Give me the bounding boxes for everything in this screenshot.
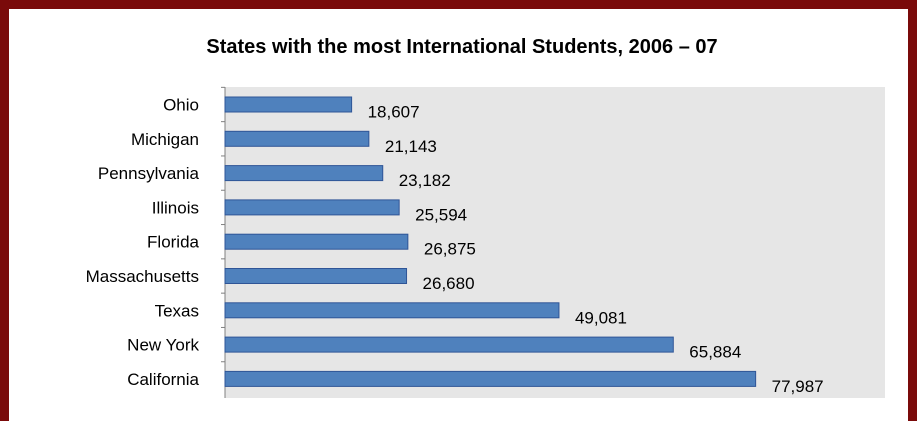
category-label: California [127,370,199,389]
data-label: 26,875 [424,240,476,259]
bar [224,96,353,113]
category-label: New York [127,336,199,355]
category-label: Illinois [152,198,199,217]
data-label: 25,594 [415,205,467,224]
category-label: Michigan [131,130,199,149]
category-label: Pennsylvania [98,164,200,183]
bars: Ohio 18,607 Michigan 21,143 Pennsylvania 23,1… [86,86,824,396]
data-label: 21,143 [385,137,437,156]
bar [224,336,674,353]
category-label: Ohio [163,96,199,115]
category-label: Texas [155,301,199,320]
data-label: 77,987 [772,377,824,396]
category-label: Massachusetts [86,267,199,286]
bar [224,233,409,250]
data-label: 18,607 [368,103,420,122]
bar [224,130,370,147]
bar [224,268,408,284]
data-label: 26,680 [423,274,475,293]
bar [224,302,560,319]
bar [224,199,400,216]
bar [224,165,384,182]
data-label: 23,182 [399,171,451,190]
bar [224,370,757,387]
chart-title: States with the most International Stude… [206,36,717,58]
category-label: Florida [147,233,200,252]
data-label: 49,081 [575,308,627,327]
data-label: 65,884 [689,343,741,362]
